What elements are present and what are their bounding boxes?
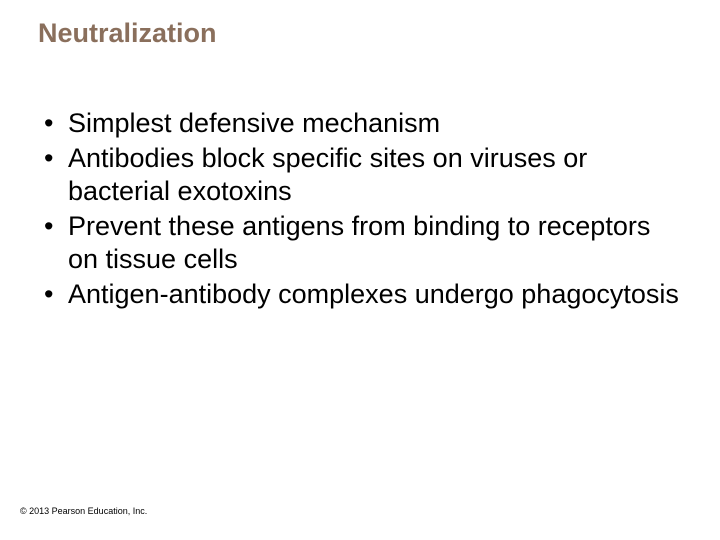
copyright-text: © 2013 Pearson Education, Inc.: [20, 506, 147, 516]
list-item: Prevent these antigens from binding to r…: [38, 210, 682, 276]
list-item: Antigen-antibody complexes undergo phago…: [38, 278, 682, 311]
slide: Neutralization Simplest defensive mechan…: [0, 0, 720, 540]
bullet-list: Simplest defensive mechanism Antibodies …: [38, 107, 682, 311]
list-item: Antibodies block specific sites on virus…: [38, 142, 682, 208]
list-item: Simplest defensive mechanism: [38, 107, 682, 140]
slide-title: Neutralization: [38, 18, 682, 49]
